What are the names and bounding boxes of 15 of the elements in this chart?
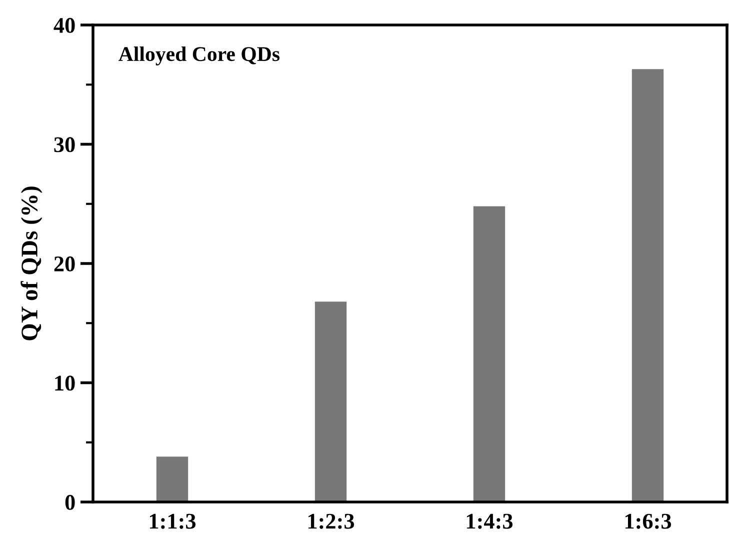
x-tick-label: 1:1:3 xyxy=(150,514,196,529)
bar xyxy=(473,206,506,502)
x-tick-label: 1:6:3 xyxy=(625,514,672,529)
y-axis-title: QY of QDs (%) xyxy=(20,186,42,340)
x-tick-label: 1:4:3 xyxy=(466,514,513,529)
bar xyxy=(314,302,347,502)
bar xyxy=(156,456,188,502)
y-tick-label: 0 xyxy=(65,494,75,510)
x-tick-label: 1:2:3 xyxy=(308,514,354,529)
annotation: Alloyed Core QDs xyxy=(118,46,280,66)
y-tick-label: 40 xyxy=(54,18,75,33)
bar xyxy=(632,69,664,502)
y-tick-label: 30 xyxy=(54,137,75,152)
y-tick-label: 20 xyxy=(54,256,75,272)
y-tick-label: 10 xyxy=(55,376,75,391)
